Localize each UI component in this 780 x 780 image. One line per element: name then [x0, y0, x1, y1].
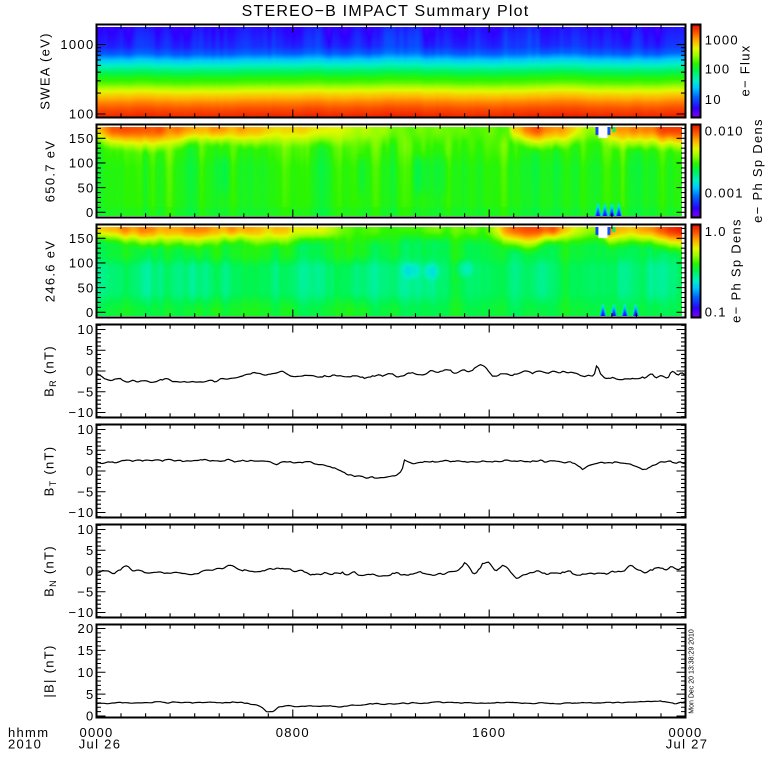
svg-text:50: 50 — [77, 280, 94, 295]
svg-text:0000: 0000 — [668, 725, 702, 740]
svg-text:100: 100 — [69, 156, 95, 171]
svg-text:5: 5 — [86, 443, 95, 458]
svg-text:150: 150 — [69, 131, 95, 146]
svg-text:10: 10 — [77, 322, 94, 337]
svg-text:0.010: 0.010 — [705, 124, 744, 139]
svg-text:5: 5 — [86, 687, 95, 702]
svg-text:246.6 eV: 246.6 eV — [43, 240, 58, 302]
svg-text:10: 10 — [77, 665, 94, 680]
svg-text:SWEA (eV): SWEA (eV) — [38, 32, 53, 109]
svg-text:Jul 26: Jul 26 — [79, 737, 122, 752]
svg-text:−10: −10 — [69, 605, 95, 620]
svg-text:1000: 1000 — [60, 37, 94, 52]
svg-text:−5: −5 — [77, 585, 94, 600]
svg-text:10: 10 — [77, 422, 94, 437]
svg-text:0: 0 — [86, 205, 95, 220]
svg-text:e− Flux: e− Flux — [738, 44, 753, 96]
svg-text:−10: −10 — [69, 405, 95, 420]
svg-text:0: 0 — [86, 364, 95, 379]
svg-text:15: 15 — [77, 643, 94, 658]
svg-text:e− Ph Sp Dens: e− Ph Sp Dens — [729, 218, 744, 323]
svg-text:100: 100 — [705, 62, 731, 77]
svg-text:BN (nT): BN (nT) — [42, 545, 59, 597]
svg-text:150: 150 — [69, 231, 95, 246]
svg-text:10: 10 — [705, 92, 722, 107]
svg-text:1000: 1000 — [705, 33, 739, 48]
svg-text:1.0: 1.0 — [705, 224, 727, 239]
svg-text:0800: 0800 — [276, 725, 310, 740]
svg-text:Mon Dec 20 13:38:29 2010: Mon Dec 20 13:38:29 2010 — [689, 629, 696, 714]
svg-text:0: 0 — [86, 709, 95, 724]
svg-text:−10: −10 — [69, 505, 95, 520]
svg-text:BR (nT): BR (nT) — [42, 345, 59, 397]
svg-text:2010: 2010 — [8, 737, 42, 752]
svg-text:100: 100 — [69, 256, 95, 271]
svg-text:50: 50 — [77, 180, 94, 195]
svg-text:1600: 1600 — [472, 725, 506, 740]
svg-text:0000: 0000 — [79, 725, 113, 740]
svg-text:0: 0 — [86, 564, 95, 579]
svg-text:650.7 eV: 650.7 eV — [43, 140, 58, 202]
svg-text:|B| (nT): |B| (nT) — [42, 644, 57, 697]
svg-text:BT (nT): BT (nT) — [42, 446, 59, 497]
svg-text:STEREO−B IMPACT Summary Plot: STEREO−B IMPACT Summary Plot — [242, 3, 530, 20]
svg-text:0: 0 — [86, 464, 95, 479]
svg-text:20: 20 — [77, 621, 94, 636]
svg-text:0: 0 — [86, 305, 95, 320]
svg-text:−5: −5 — [77, 484, 94, 499]
svg-text:100: 100 — [69, 107, 95, 122]
svg-text:hhmm: hhmm — [8, 725, 49, 740]
svg-text:5: 5 — [86, 543, 95, 558]
svg-text:Jul 27: Jul 27 — [666, 737, 709, 752]
svg-text:10: 10 — [77, 522, 94, 537]
svg-text:e− Ph Sp Dens: e− Ph Sp Dens — [750, 118, 765, 223]
svg-text:−5: −5 — [77, 384, 94, 399]
svg-text:5: 5 — [86, 343, 95, 358]
svg-text:0.001: 0.001 — [705, 186, 744, 201]
svg-text:0.1: 0.1 — [705, 305, 727, 320]
